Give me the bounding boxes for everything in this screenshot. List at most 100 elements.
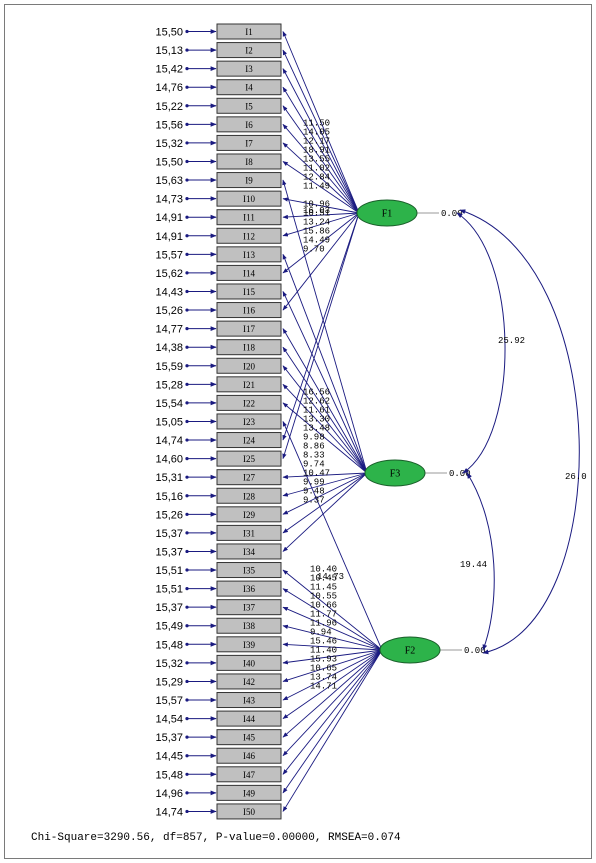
error-variance-I14: 15,62 (155, 268, 183, 280)
observed-items: I1 I2 I3 I4 I5 I6 I7 I8 I9 I10 I11 I12 I13 I14 I15 I16 I… (216, 23, 282, 820)
loading-value-F1-I5: 13.55 (303, 155, 330, 165)
item-box-I38: I38 (216, 617, 282, 634)
error-variance-I9: 15,63 (155, 175, 183, 187)
error-dot-I34 (185, 549, 189, 554)
item-box-I4: I4 (216, 79, 282, 96)
item-box-I22: I22 (216, 394, 282, 411)
loading-value-F1-I24: 14.49 (303, 236, 330, 246)
loading-value-F1-I10: 16.03 (303, 206, 330, 216)
item-box-I50: I50 (216, 803, 282, 820)
item-label-I1: I1 (245, 27, 253, 37)
item-label-I45: I45 (243, 733, 255, 743)
error-dot-I6 (185, 122, 189, 126)
item-label-I2: I2 (245, 46, 253, 56)
loading-F3-I18 (282, 346, 368, 474)
loading-F3-I9 (282, 179, 368, 474)
variance-value-F1: 0.00 (441, 209, 463, 219)
item-box-I5: I5 (216, 97, 282, 114)
error-dot-I50 (185, 809, 189, 814)
item-box-I7: I7 (216, 134, 282, 151)
diagram-frame: 15,50 15,13 15,42 14,76 15,22 15,56 15,32 15,50… (4, 4, 592, 859)
loading-value-F1-I12: 10.51 (303, 209, 330, 219)
item-box-I16: I16 (216, 302, 282, 319)
error-variance-I45: 15,37 (155, 732, 183, 744)
factor-label-F1: F1 (382, 209, 393, 220)
error-variance-I20: 15,59 (155, 361, 183, 373)
item-box-I24: I24 (216, 432, 282, 449)
item-label-I44: I44 (243, 714, 255, 724)
item-box-I23: I23 (216, 413, 282, 430)
loading-F1-I12 (282, 212, 360, 237)
loading-value-F3-I20: 9.98 (303, 433, 325, 443)
loading-value-F1-I4: 18.91 (303, 146, 330, 156)
error-dot-I14 (185, 271, 189, 275)
loading-value-F2-I38: 10.55 (310, 592, 337, 602)
loading-value-F1-I3: 12.17 (303, 137, 330, 147)
error-variance-I50: 14,74 (155, 806, 183, 818)
error-variance-I10: 14,73 (155, 194, 183, 206)
loading-F1-I10 (282, 197, 360, 214)
item-box-I21: I21 (216, 376, 282, 393)
item-label-I17: I17 (243, 324, 255, 334)
error-dot-I42 (185, 679, 189, 684)
loading-value-F3-I27: 9.74 (303, 460, 325, 470)
loading-F3-I28 (282, 472, 368, 497)
item-label-I35: I35 (243, 566, 255, 576)
error-variance-I44: 14,54 (155, 714, 183, 726)
loading-value-F2-I45: 11.40 (310, 646, 337, 656)
item-box-I1: I1 (216, 23, 282, 40)
loading-F3-I34 (282, 472, 368, 552)
loading-value-F2-I42: 11.96 (310, 619, 337, 629)
error-variance-I46: 14,45 (155, 751, 183, 763)
item-box-I49: I49 (216, 784, 282, 801)
item-label-I11: I11 (243, 213, 255, 223)
item-box-I34: I34 (216, 543, 282, 560)
error-dot-I29 (185, 512, 189, 516)
item-label-I37: I37 (243, 603, 255, 613)
error-variance-I36: 15,51 (155, 584, 183, 596)
loading-F1-I2 (282, 49, 360, 214)
loading-value-F2-I23: 14.73 (317, 572, 344, 582)
loading-value-F3-I15: 11.61 (303, 406, 330, 416)
error-dot-I10 (185, 197, 189, 201)
error-variance-I16: 15,26 (155, 305, 183, 317)
error-dot-I4 (185, 85, 189, 89)
error-variance-I18: 14,38 (155, 342, 183, 354)
item-box-I25: I25 (216, 450, 282, 467)
error-dot-I28 (185, 494, 189, 498)
loading-value-F3-I31: 9.48 (303, 487, 325, 497)
item-label-I20: I20 (243, 361, 255, 371)
error-variance-I4: 14,76 (155, 82, 183, 94)
factor-label-F2: F2 (405, 646, 416, 657)
loading-F1-I6 (282, 123, 360, 214)
error-variance-I27: 15,31 (155, 472, 183, 484)
item-label-I13: I13 (243, 250, 255, 260)
loading-value-F3-I17: 13.30 (303, 415, 330, 425)
error-dot-I12 (185, 234, 189, 238)
loading-F1-I5 (282, 105, 360, 214)
item-box-I14: I14 (216, 264, 282, 281)
item-box-I6: I6 (216, 116, 282, 133)
loading-F1-I4 (282, 86, 360, 214)
item-label-I4: I4 (245, 83, 253, 93)
error-dot-I47 (185, 772, 189, 776)
error-variance-I31: 15,37 (155, 528, 183, 540)
item-box-I46: I46 (216, 747, 282, 764)
covariance-value-F3-F2: 19.44 (460, 560, 487, 570)
error-dot-I21 (185, 382, 189, 386)
item-box-I20: I20 (216, 357, 282, 374)
error-variance-I15: 14,43 (155, 286, 183, 298)
loading-value-F3-I18: 13.48 (303, 424, 330, 434)
item-box-I35: I35 (216, 562, 282, 579)
item-box-I8: I8 (216, 153, 282, 170)
error-dot-I45 (185, 735, 189, 739)
loading-value-F1-I14: 13.24 (303, 218, 330, 228)
loading-F3-I13 (282, 253, 368, 474)
error-dot-I15 (185, 289, 189, 294)
loading-F3-I22 (282, 402, 368, 474)
loading-F2-I49 (282, 649, 383, 794)
item-label-I24: I24 (243, 436, 255, 446)
error-variance-I29: 15,26 (155, 509, 183, 521)
loading-value-F3-I34: 9.37 (303, 496, 325, 506)
